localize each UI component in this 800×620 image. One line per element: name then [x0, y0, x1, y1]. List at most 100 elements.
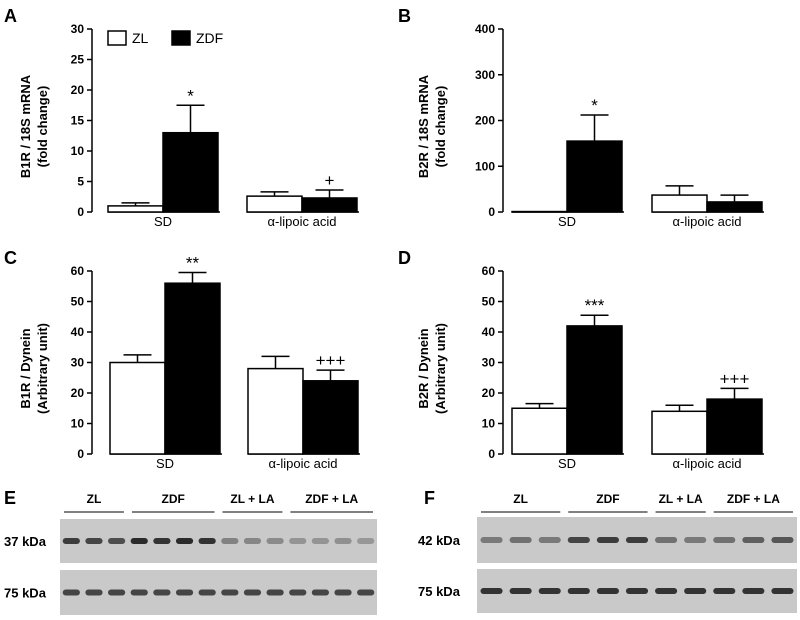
blot-band — [311, 589, 329, 596]
blot-band — [334, 589, 352, 596]
blot-group-label: ZDF — [596, 492, 619, 506]
category-label: SD — [558, 456, 576, 471]
significance-marker: +++ — [316, 351, 346, 370]
y-tick-label: 10 — [71, 417, 85, 431]
blot-band — [625, 588, 649, 594]
bar-zdf — [302, 380, 359, 455]
y-tick-label: 30 — [71, 22, 85, 36]
blot-group-label: ZDF + LA — [305, 492, 358, 506]
blot-group-label: ZL + LA — [230, 492, 274, 506]
blot-band — [625, 537, 649, 543]
blot-band — [130, 589, 148, 596]
category-label: α-lipoic acid — [269, 456, 338, 471]
category-label: SD — [156, 456, 174, 471]
bar-zl — [246, 195, 303, 213]
y-axis-title-line1: B1R / 18S mRNA — [18, 74, 33, 178]
blot-band — [655, 588, 678, 594]
significance-marker: + — [325, 171, 335, 190]
blot-band — [153, 538, 171, 544]
y-tick-label: 0 — [488, 447, 495, 461]
y-axis-title-line2: (fold change) — [35, 86, 50, 168]
legend: ZL ZDF — [107, 30, 223, 46]
blot-group-label: ZDF — [162, 492, 185, 506]
y-tick-label: 60 — [71, 264, 85, 278]
panel-label-c: C — [4, 248, 17, 268]
blot-group-label: ZDF + LA — [727, 492, 780, 506]
panel-label-e: E — [4, 488, 16, 508]
blot-band — [153, 589, 171, 596]
blot-membrane — [60, 570, 377, 615]
blot-membrane — [60, 519, 377, 563]
y-tick-label: 40 — [71, 325, 85, 339]
chart-panel-b: 0 100 200 300 400 * SD α-lipoic acid B2R / 18S m… — [416, 22, 764, 229]
y-tick-label: 20 — [71, 83, 85, 97]
significance-marker: *** — [585, 296, 605, 315]
bar-zdf — [566, 325, 623, 455]
y-tick-label: 10 — [71, 144, 85, 158]
significance-marker: * — [187, 86, 194, 105]
bar-zl — [247, 367, 304, 455]
y-axis-title-line2: (fold change) — [433, 86, 448, 168]
panel-label-b: B — [398, 6, 411, 26]
band-size-label: 42 kDa — [418, 533, 461, 548]
bar-zdf — [706, 201, 763, 213]
bar-zdf — [164, 282, 221, 455]
blot-band — [130, 538, 148, 544]
panel-label-d: D — [398, 248, 411, 268]
y-tick-label: 60 — [482, 264, 496, 278]
band-size-label: 37 kDa — [4, 534, 47, 549]
blot-band — [221, 589, 239, 596]
blot-band — [243, 538, 262, 544]
y-axis-title-line2: (Arbitrary unit) — [35, 323, 50, 414]
blot-band — [289, 538, 307, 544]
bar-zdf — [706, 398, 763, 455]
blot-band — [742, 588, 765, 594]
bar-zl — [109, 361, 166, 455]
bar-zl — [511, 210, 568, 213]
y-tick-label: 10 — [482, 417, 496, 431]
blot-band — [771, 537, 794, 543]
blot-band — [357, 538, 375, 544]
category-label: SD — [558, 214, 576, 229]
y-tick-label: 50 — [71, 295, 85, 309]
y-tick-label: 400 — [475, 22, 495, 36]
category-label: α-lipoic acid — [673, 456, 742, 471]
y-axis-title-line1: B2R / 18S mRNA — [416, 74, 431, 178]
bar-zl — [651, 194, 708, 213]
western-blot-f: ZL ZDF ZL + LA ZDF + LA 42 kDa 75 kDa — [418, 492, 797, 613]
significance-marker: +++ — [720, 369, 750, 388]
blot-band — [567, 537, 590, 543]
blot-band — [538, 537, 561, 543]
blot-band — [655, 537, 678, 543]
blot-band — [713, 537, 736, 543]
legend-swatch-zl — [107, 30, 127, 46]
blot-band — [85, 538, 103, 544]
bar-zdf — [566, 140, 623, 213]
blot-band — [567, 588, 590, 594]
blot-band — [198, 538, 216, 544]
band-size-label: 75 kDa — [4, 586, 47, 601]
y-tick-label: 30 — [482, 356, 496, 370]
y-tick-label: 15 — [71, 114, 85, 128]
y-tick-label: 20 — [71, 386, 85, 400]
y-tick-label: 0 — [77, 205, 84, 219]
blot-group-label: ZL — [513, 492, 528, 506]
blot-band — [596, 588, 619, 594]
blot-band — [596, 537, 619, 543]
blot-band — [684, 588, 707, 594]
bar-zl — [651, 410, 708, 455]
y-tick-label: 100 — [475, 159, 495, 173]
y-axis-title-line2: (Arbitrary unit) — [433, 323, 448, 414]
y-tick-label: 200 — [475, 114, 495, 128]
legend-label-zl: ZL — [132, 30, 149, 46]
blot-band — [175, 589, 194, 596]
legend-label-zdf: ZDF — [196, 30, 223, 46]
legend-swatch-zdf — [171, 30, 191, 46]
blot-band — [684, 537, 707, 543]
blot-group-label: ZL + LA — [659, 492, 703, 506]
blot-band — [85, 589, 103, 596]
blot-band — [266, 589, 284, 596]
blot-band — [175, 538, 194, 544]
y-tick-label: 300 — [475, 68, 495, 82]
blot-band — [771, 588, 794, 594]
